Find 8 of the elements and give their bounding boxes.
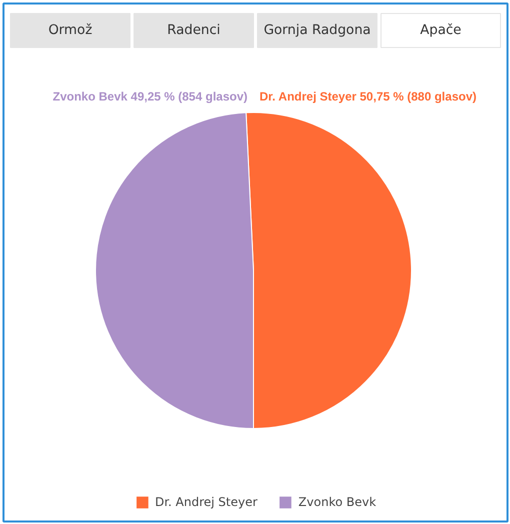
text: Radenci [167,23,220,38]
data-label: Dr. Andrej Steyer 50,75 % (880 glasov) [260,90,476,104]
data-label: Zvonko Bevk 49,25 % (854 glasov) [52,90,248,104]
legend-label: Zvonko Bevk [298,495,376,509]
text: Gornja Radgona [264,23,371,38]
text: Ormož [48,23,92,38]
legend-label: Dr. Andrej Steyer [154,495,258,509]
text: Apače [420,23,462,38]
